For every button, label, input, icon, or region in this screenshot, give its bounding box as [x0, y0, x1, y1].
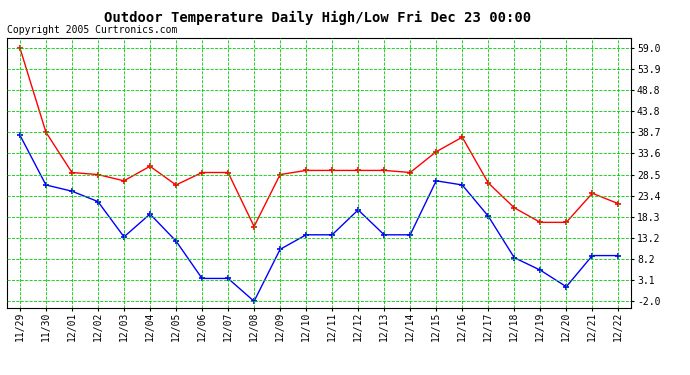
Text: Copyright 2005 Curtronics.com: Copyright 2005 Curtronics.com: [7, 25, 177, 35]
Text: Outdoor Temperature Daily High/Low Fri Dec 23 00:00: Outdoor Temperature Daily High/Low Fri D…: [104, 11, 531, 26]
